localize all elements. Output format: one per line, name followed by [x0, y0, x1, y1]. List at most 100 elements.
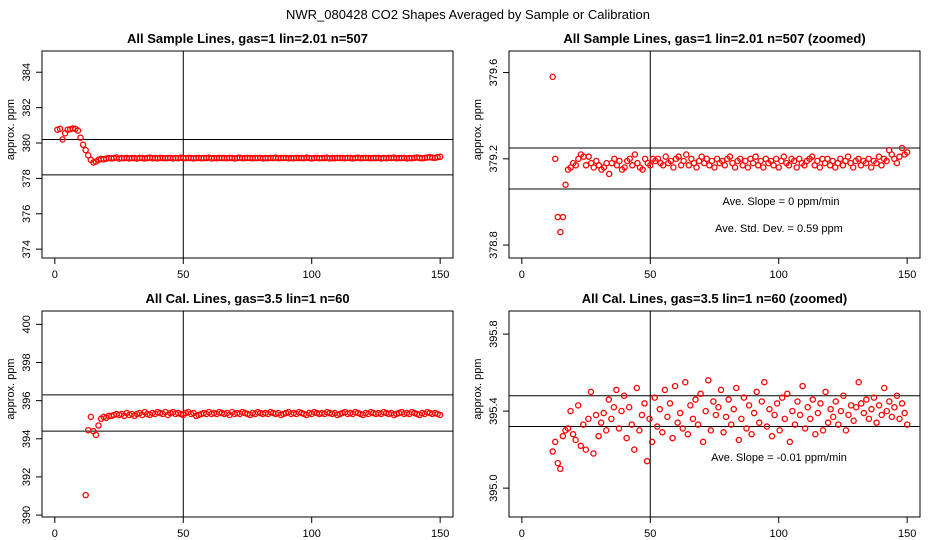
- data-point: [590, 450, 597, 457]
- data-point: [628, 421, 635, 428]
- data-point: [740, 394, 748, 401]
- data-point: [638, 411, 646, 419]
- data-point: [631, 446, 638, 453]
- data-point: [549, 448, 556, 455]
- data-point: [674, 419, 681, 426]
- y-tick-label: 395.8: [488, 320, 500, 348]
- data-point: [554, 459, 562, 467]
- y-tick-label: 379.6: [488, 59, 500, 87]
- data-point: [812, 430, 819, 438]
- data-point: [711, 164, 718, 171]
- data-point: [434, 153, 441, 161]
- y-tick-label: 378.8: [488, 231, 500, 259]
- data-point: [602, 427, 610, 434]
- data-point: [708, 157, 716, 165]
- x-tick-label: 100: [303, 269, 321, 281]
- data-point: [733, 384, 740, 392]
- data-point: [865, 415, 873, 423]
- data-point: [761, 378, 768, 386]
- data-point: [618, 407, 625, 415]
- data-point: [572, 436, 579, 444]
- data-point: [806, 415, 814, 423]
- data-point: [829, 157, 836, 165]
- data-point: [643, 457, 651, 465]
- data-point: [896, 415, 903, 423]
- data-point: [592, 411, 600, 419]
- data-point: [679, 425, 686, 432]
- data-point: [605, 396, 613, 403]
- data-point: [715, 404, 722, 411]
- data-point: [867, 164, 875, 171]
- x-tick-label: 50: [644, 528, 656, 540]
- data-point: [684, 430, 692, 438]
- data-point: [554, 213, 562, 221]
- data-point: [84, 426, 92, 434]
- data-point: [551, 438, 559, 446]
- data-point: [670, 164, 677, 171]
- data-point: [653, 423, 661, 430]
- data-point: [755, 419, 763, 426]
- data-point: [901, 409, 908, 417]
- data-point: [74, 127, 82, 134]
- data-point: [82, 491, 89, 499]
- chart-panel-4: All Cal. Lines, gas=3.5 lin=1 n=60 (zoom…: [472, 291, 921, 540]
- x-tick-label: 100: [303, 528, 321, 540]
- x-tick-label: 50: [644, 269, 656, 281]
- data-point: [77, 134, 84, 141]
- data-point: [775, 164, 782, 171]
- data-point: [702, 407, 709, 415]
- y-tick-label: 376: [21, 205, 33, 223]
- data-point: [770, 162, 777, 169]
- data-point: [710, 398, 717, 405]
- y-tick-label: 379.2: [488, 145, 500, 173]
- data-point: [569, 430, 577, 438]
- data-point: [814, 157, 821, 165]
- data-point: [664, 413, 671, 421]
- data-point: [667, 157, 675, 165]
- x-tick-label: 0: [519, 528, 525, 540]
- data-point: [557, 465, 564, 473]
- data-point: [92, 431, 100, 439]
- data-point: [891, 404, 898, 411]
- data-point: [735, 436, 743, 444]
- data-point: [878, 162, 885, 169]
- y-tick-label: 374: [21, 240, 33, 258]
- data-point: [730, 405, 737, 413]
- data-point: [868, 405, 875, 413]
- data-point: [610, 404, 618, 411]
- data-point: [694, 421, 702, 428]
- data-point: [827, 405, 834, 413]
- annotation: Ave. Slope = 0 ppm/min: [723, 196, 840, 208]
- data-point: [699, 438, 707, 446]
- data-point: [605, 170, 613, 178]
- data-point: [743, 425, 750, 432]
- data-point: [824, 419, 832, 426]
- annotation: Ave. Std. Dev. = 0.59 ppm: [715, 223, 843, 235]
- data-point: [662, 153, 669, 160]
- plot-frame: [41, 310, 454, 518]
- data-point: [551, 155, 559, 163]
- data-point: [585, 415, 592, 423]
- data-point: [819, 427, 827, 434]
- data-point: [809, 396, 817, 403]
- data-point: [585, 153, 592, 160]
- x-tick-label: 100: [770, 269, 788, 281]
- data-point: [79, 141, 87, 149]
- y-tick-label: 380: [21, 134, 33, 152]
- data-point: [631, 151, 639, 158]
- data-point: [641, 400, 648, 407]
- data-point: [771, 411, 778, 419]
- plot-frame: [508, 310, 921, 518]
- data-point: [749, 159, 757, 167]
- data-point: [675, 153, 682, 160]
- chart-panels: All Sample Lines, gas=1 lin=2.01 n=507 0 5…: [5, 31, 921, 540]
- data-point: [883, 157, 890, 165]
- data-point: [750, 409, 758, 417]
- data-point: [669, 434, 676, 442]
- data-point: [893, 159, 901, 167]
- data-point: [436, 411, 444, 419]
- data-point: [595, 432, 602, 440]
- annotation: Ave. Slope = -0.01 ppm/min: [711, 452, 847, 464]
- y-tick-label: 395.0: [488, 474, 500, 502]
